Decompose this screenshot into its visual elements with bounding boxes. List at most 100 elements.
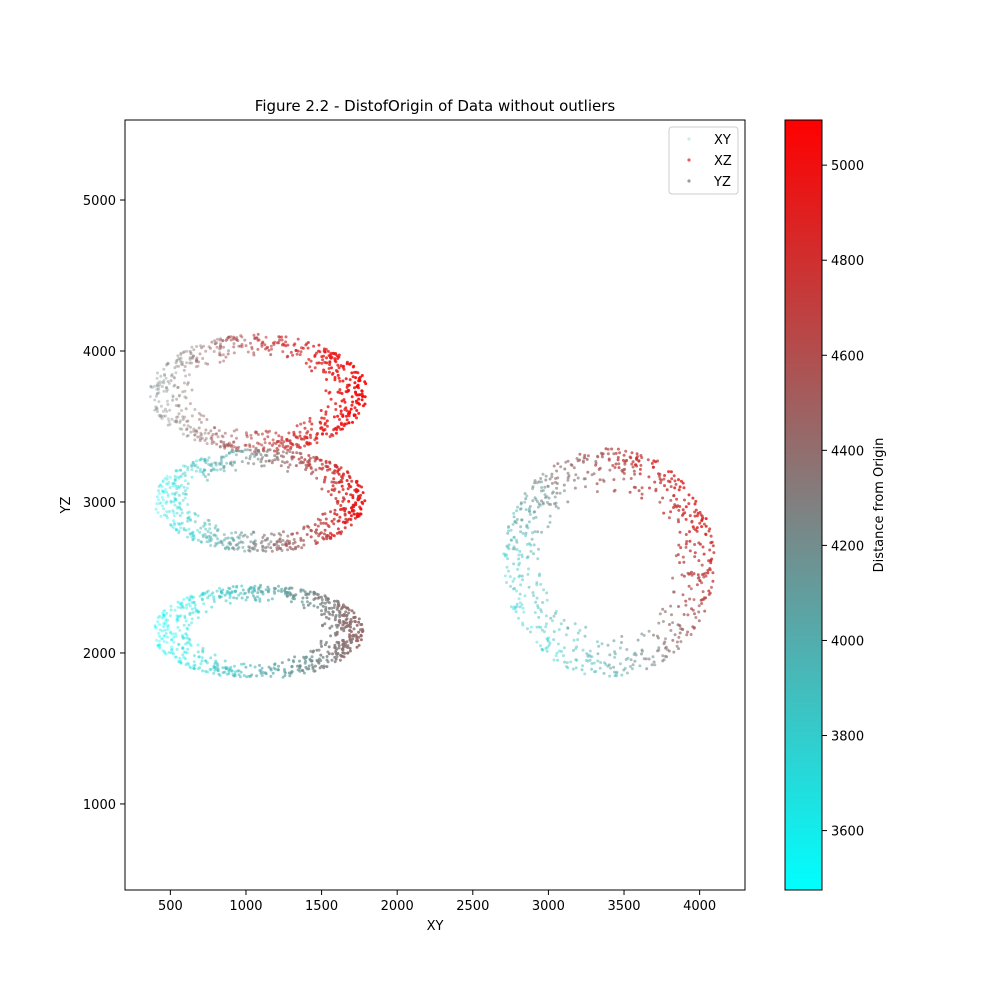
data-point <box>173 492 177 495</box>
data-point <box>232 445 236 449</box>
data-point <box>539 477 543 480</box>
data-point <box>651 465 655 469</box>
data-point <box>360 392 364 396</box>
data-point <box>155 495 159 499</box>
data-point <box>226 536 230 540</box>
data-point <box>620 634 624 638</box>
data-point <box>612 665 616 669</box>
data-point <box>601 452 605 456</box>
data-point <box>506 557 510 561</box>
data-point <box>228 594 232 597</box>
data-point <box>207 519 211 522</box>
data-point <box>222 359 226 363</box>
data-point <box>333 603 337 607</box>
data-point <box>260 443 264 447</box>
data-point <box>166 388 170 392</box>
data-point <box>230 531 234 535</box>
data-point <box>182 368 186 372</box>
data-point <box>613 655 617 659</box>
data-point <box>269 668 273 672</box>
data-point <box>201 535 205 539</box>
data-point <box>337 604 341 608</box>
data-point <box>545 622 548 626</box>
data-point <box>207 534 211 538</box>
data-point <box>352 503 356 507</box>
data-point <box>186 465 190 469</box>
data-point <box>614 451 618 455</box>
data-point <box>190 464 194 468</box>
data-point <box>524 531 528 535</box>
data-point <box>323 421 327 425</box>
colorbar-tick-label: 4000 <box>831 634 864 649</box>
data-point <box>515 589 518 593</box>
data-point <box>164 363 168 367</box>
data-point <box>617 462 621 466</box>
data-point <box>700 598 704 602</box>
data-point <box>254 450 258 454</box>
data-point <box>203 439 207 442</box>
data-point <box>193 433 197 437</box>
data-point <box>673 486 677 490</box>
data-point <box>164 501 168 505</box>
data-point <box>186 627 190 631</box>
data-point <box>298 664 302 668</box>
data-point <box>668 623 671 626</box>
data-point <box>624 449 628 453</box>
data-point <box>172 384 176 388</box>
data-point <box>196 650 200 654</box>
data-point <box>329 510 332 514</box>
data-point <box>261 671 265 675</box>
data-point <box>554 504 558 508</box>
data-point <box>695 583 699 587</box>
data-point <box>633 659 637 663</box>
data-point <box>176 625 180 629</box>
data-point <box>280 438 284 442</box>
data-point <box>333 376 337 379</box>
data-point <box>177 523 181 526</box>
data-point <box>253 337 257 341</box>
data-point <box>320 644 323 648</box>
data-point <box>176 505 180 509</box>
data-point <box>545 649 549 653</box>
data-point <box>539 608 543 612</box>
data-point <box>176 605 180 609</box>
data-point <box>644 657 648 661</box>
data-point <box>236 535 240 539</box>
data-point <box>572 478 576 482</box>
data-point <box>215 468 219 472</box>
data-point <box>277 335 281 339</box>
data-point <box>574 473 578 477</box>
data-point <box>325 658 329 662</box>
data-point <box>342 651 345 655</box>
data-point <box>503 554 507 558</box>
data-point <box>637 459 641 463</box>
data-point <box>228 601 232 605</box>
data-point <box>575 645 579 649</box>
data-point <box>677 488 681 492</box>
data-point <box>209 429 213 433</box>
data-point <box>561 654 565 658</box>
data-point <box>291 659 295 663</box>
data-point <box>300 600 304 604</box>
data-point <box>263 343 267 347</box>
data-point <box>199 458 203 461</box>
data-point <box>298 451 302 455</box>
data-point <box>663 484 666 488</box>
data-point <box>349 514 353 518</box>
data-point <box>337 480 341 484</box>
data-point <box>323 478 327 482</box>
data-point <box>640 632 644 636</box>
data-point <box>346 487 350 491</box>
data-point <box>563 660 567 664</box>
data-point <box>328 467 332 471</box>
data-point <box>596 454 599 458</box>
data-point <box>179 360 183 364</box>
data-point <box>214 524 218 528</box>
data-point <box>559 622 563 626</box>
data-point <box>555 469 559 473</box>
data-point <box>515 540 519 544</box>
data-point <box>155 384 159 388</box>
data-point <box>179 468 182 472</box>
data-point <box>220 440 223 444</box>
data-point <box>153 624 157 628</box>
